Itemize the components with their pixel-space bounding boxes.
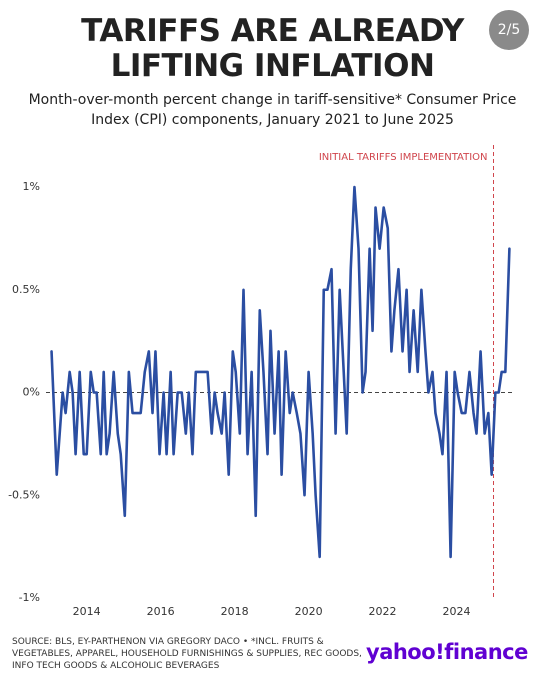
y-tick-label: 0.5%	[12, 283, 40, 296]
source-note: SOURCE: BLS, EY-PARTHENON VIA GREGORY DA…	[12, 637, 362, 671]
y-tick-label: -1%	[19, 591, 40, 604]
y-tick-label: 0%	[23, 386, 40, 399]
annotation-text: INITIAL TARIFFS IMPLEMENTATION	[319, 152, 488, 163]
x-tick-label: 2016	[147, 605, 175, 618]
x-tick-label: 2018	[221, 605, 249, 618]
badge-bg	[489, 10, 529, 50]
x-tick-label: 2020	[295, 605, 323, 618]
chart-subtitle: Month-over-month percent change in tarif…	[28, 92, 517, 128]
chart-title: TARIFFS ARE ALREADY LIFTING INFLATION	[81, 13, 464, 84]
x-tick-label: 2014	[73, 605, 101, 618]
y-tick-label: -0.5%	[8, 488, 40, 501]
logo: yahoo!finance	[366, 640, 528, 664]
page-badge: 2/5	[498, 22, 521, 38]
x-tick-label: 2024	[443, 605, 471, 618]
x-tick-label: 2022	[369, 605, 397, 618]
y-tick-label: 1%	[23, 180, 40, 193]
series-line	[50, 185, 511, 559]
